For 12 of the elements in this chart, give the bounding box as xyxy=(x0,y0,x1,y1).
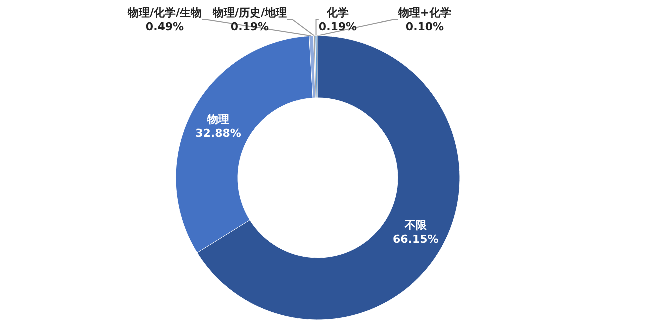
slice-label: 物理+化学 xyxy=(397,6,452,20)
data-label: 0.10% xyxy=(406,20,444,34)
slice-label: 物理/历史/地理 xyxy=(212,6,288,20)
slice-label: 化学 xyxy=(326,6,349,20)
data-label: 0.19% xyxy=(230,20,270,34)
data-label: 66.15% xyxy=(392,232,439,246)
data-label: 0.19% xyxy=(318,20,358,34)
data-label: 32.88% xyxy=(196,127,242,140)
data-label: 0.49% xyxy=(146,20,184,34)
slice-label: 物理 xyxy=(206,113,230,126)
slice-label: 物理/化学/生物 xyxy=(126,6,202,20)
slice-label: 不限 xyxy=(404,218,428,232)
